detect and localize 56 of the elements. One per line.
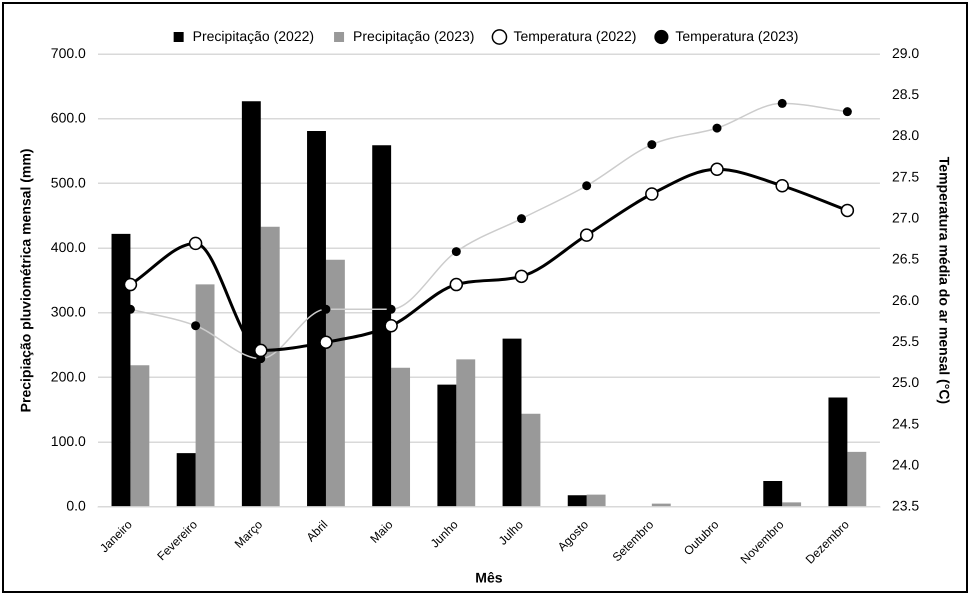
y2-tick-label: 24.0: [892, 456, 920, 473]
y-tick-label: 400.0: [50, 238, 86, 255]
bar: [326, 260, 345, 506]
y-axis-title: Precipiação pluviométrica mensal (mm): [17, 148, 34, 412]
bar: [782, 502, 802, 506]
y2-tick-label: 25.5: [892, 333, 920, 350]
y-tick-label: 500.0: [50, 174, 86, 190]
point: [514, 270, 528, 284]
y-tick-label: 100.0: [50, 433, 86, 450]
point: [840, 204, 854, 218]
point: [775, 178, 789, 192]
y2-tick-label: 28.5: [892, 86, 920, 102]
legend-label: Temperatura (2023): [675, 28, 798, 44]
bar: [586, 494, 606, 506]
bar: [502, 338, 522, 506]
bar: [652, 504, 671, 506]
bar: [521, 414, 540, 506]
point: [124, 278, 138, 292]
y-tick-label: 200.0: [50, 368, 86, 384]
y2-tick-label: 25.0: [892, 374, 920, 390]
point: [384, 318, 398, 332]
legend-label: Precipitação (2022): [192, 28, 314, 44]
y-tick-label: 700.0: [50, 44, 86, 61]
bar: [176, 453, 196, 506]
point: [710, 162, 724, 176]
y-tick-label: 0.0: [66, 498, 86, 514]
y2-tick-label: 27.0: [892, 210, 920, 226]
point: [450, 278, 464, 292]
y2-tick-label: 28.0: [892, 127, 920, 144]
bar: [568, 495, 587, 506]
bar: [130, 365, 150, 506]
point: [319, 335, 333, 349]
y2-tick-label: 26.5: [892, 250, 920, 267]
bar: [847, 452, 866, 506]
legend-label: Precipitação (2023): [353, 28, 474, 44]
bar: [196, 284, 214, 506]
bar: [260, 226, 280, 506]
bar: [763, 481, 782, 506]
bar: [391, 368, 410, 506]
point: [254, 344, 268, 358]
legend-label: Temperatura (2022): [513, 28, 636, 44]
bar: [437, 384, 456, 506]
y2-axis-title: Temperatura média do ar mensal (°C): [936, 156, 953, 404]
y2-tick-label: 26.0: [892, 292, 920, 308]
bar: [456, 359, 476, 506]
point: [645, 187, 659, 201]
point: [188, 236, 202, 250]
y2-tick-label: 29.0: [892, 44, 920, 61]
y-tick-label: 300.0: [50, 304, 86, 320]
x-axis-title: Mês: [475, 569, 503, 586]
y2-tick-label: 23.5: [892, 498, 920, 514]
point: [580, 228, 594, 242]
y2-tick-label: 27.5: [892, 168, 920, 184]
y2-tick-label: 24.5: [892, 415, 920, 432]
y-tick-label: 600.0: [50, 110, 86, 126]
bar: [828, 398, 848, 506]
